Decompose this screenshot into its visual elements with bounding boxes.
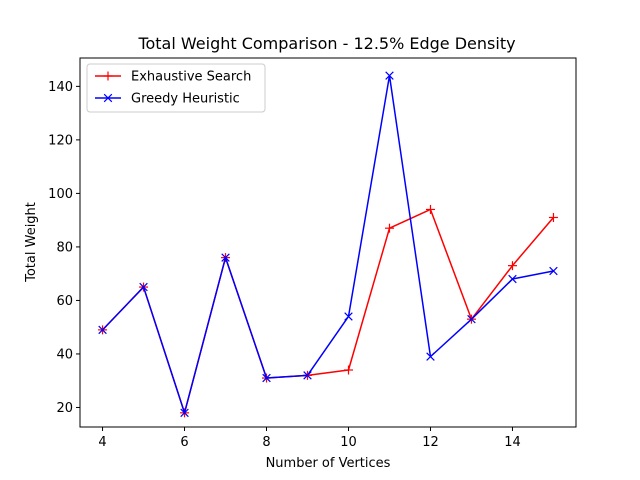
- y-tick-label: 60: [56, 294, 73, 309]
- legend-marker: [103, 71, 113, 81]
- data-point-greedy-heuristic: [508, 274, 517, 284]
- data-point-exhaustive-search: [507, 261, 517, 271]
- data-point-greedy-heuristic: [426, 352, 435, 361]
- series-line-greedy-heuristic: [102, 74, 554, 414]
- x-tick-label: 8: [262, 435, 270, 450]
- data-point-greedy-heuristic: [139, 282, 148, 292]
- chart-title: Total Weight Comparison - 12.5% Edge Den…: [137, 34, 515, 53]
- data-point-exhaustive-search: [548, 212, 558, 222]
- x-tick-label: 12: [422, 435, 439, 450]
- legend-frame: [86, 63, 266, 113]
- legend-label: Greedy Heuristic: [131, 92, 240, 107]
- data-point-greedy-heuristic: [98, 325, 107, 335]
- legend: Exhaustive Search Greedy Heuristic: [86, 63, 266, 113]
- x-axis-label: Number of Vertices: [266, 456, 391, 471]
- data-point-greedy-heuristic: [262, 373, 271, 383]
- data-point-exhaustive-search: [343, 365, 353, 375]
- data-point-greedy-heuristic: [221, 253, 230, 262]
- y-axis-ticks: 20 40 60 80 100 120 140: [48, 80, 80, 416]
- plot-area-frame: [79, 57, 577, 428]
- x-tick-label: 14: [504, 435, 521, 450]
- x-tick-label: 10: [340, 435, 357, 450]
- data-point-greedy-heuristic: [303, 371, 312, 380]
- y-tick-label: 100: [48, 187, 73, 202]
- legend-entry-exhaustive-search: Exhaustive Search: [95, 70, 251, 85]
- series-layer: [98, 71, 558, 418]
- y-tick-label: 20: [56, 401, 73, 416]
- legend-entry-greedy-heuristic: Greedy Heuristic: [95, 92, 240, 107]
- legend-label: Exhaustive Search: [131, 70, 251, 85]
- data-point-greedy-heuristic: [549, 266, 558, 276]
- y-tick-label: 120: [48, 133, 73, 148]
- y-tick-label: 80: [56, 240, 73, 255]
- x-axis-ticks: 4 6 8 10 12 14: [98, 427, 521, 450]
- y-tick-label: 140: [48, 80, 73, 95]
- data-point-greedy-heuristic: [180, 408, 189, 418]
- x-tick-label: 6: [180, 435, 188, 450]
- data-point-greedy-heuristic: [385, 71, 394, 80]
- data-point-greedy-heuristic: [344, 312, 353, 321]
- x-tick-label: 4: [98, 435, 106, 450]
- data-point-exhaustive-search: [384, 223, 394, 233]
- y-axis-label: Total Weight: [24, 202, 39, 283]
- series-line-exhaustive-search: [102, 208, 555, 414]
- legend-marker: [103, 93, 113, 103]
- y-tick-label: 40: [56, 347, 73, 362]
- data-point-greedy-heuristic: [467, 314, 476, 324]
- data-point-exhaustive-search: [425, 204, 435, 214]
